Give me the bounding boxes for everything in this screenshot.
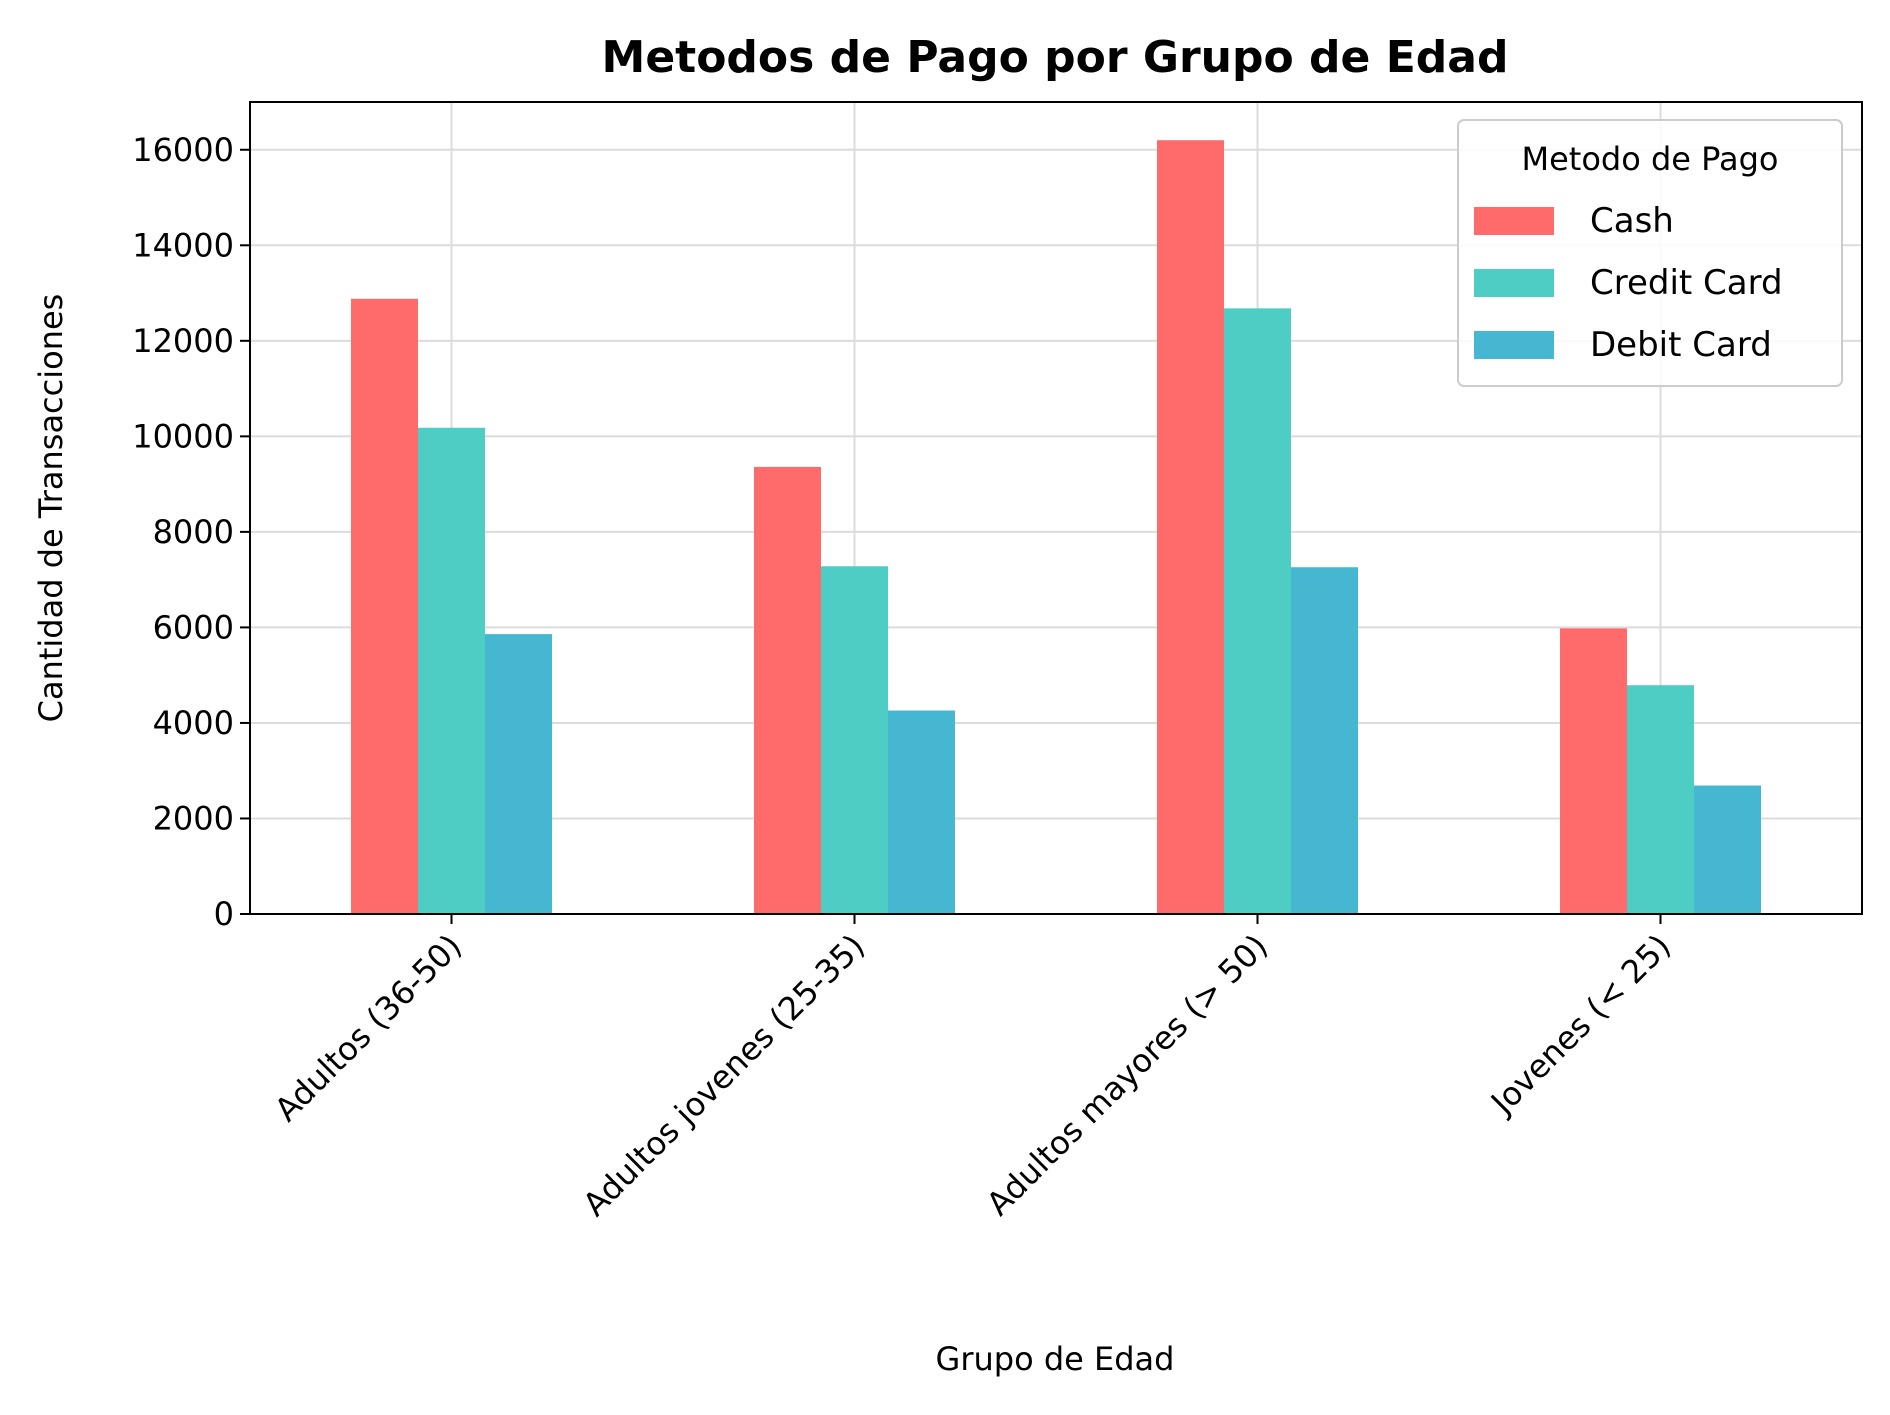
legend-swatch [1474, 331, 1554, 359]
bar [1560, 628, 1627, 914]
bar [821, 566, 888, 914]
plot-frame [249, 101, 1863, 915]
bar [1694, 785, 1761, 914]
y-tick-label: 6000 [153, 608, 234, 646]
bar [754, 466, 821, 914]
y-tick-label: 2000 [153, 799, 234, 837]
legend: Metodo de Pago Cash Credit Card Debit Card [1457, 119, 1843, 387]
legend-label: Credit Card [1590, 263, 1783, 303]
bar [1224, 308, 1291, 915]
bar [1157, 140, 1224, 914]
y-tick-label: 0 [214, 895, 234, 933]
y-axis: 0 2000 4000 6000 8000 10000 12000 14000 16000 [132, 131, 250, 933]
legend-swatch [1474, 207, 1554, 235]
bars [351, 140, 1761, 915]
bar [1291, 567, 1358, 914]
y-tick-label: 12000 [132, 322, 234, 360]
legend-box [1457, 119, 1843, 387]
y-tick-label: 16000 [132, 131, 234, 169]
bar [1627, 685, 1694, 914]
y-axis-label: Cantidad de Transacciones [32, 294, 70, 723]
legend-label: Cash [1590, 201, 1674, 241]
bar [351, 298, 418, 914]
legend-swatch [1474, 269, 1554, 297]
bar [888, 710, 955, 914]
y-tick-label: 8000 [153, 513, 234, 551]
legend-label: Debit Card [1590, 325, 1772, 365]
y-tick-label: 4000 [153, 704, 234, 742]
legend-title: Metodo de Pago [1521, 140, 1778, 178]
bar [418, 427, 485, 914]
bar [485, 634, 552, 914]
x-axis-label: Grupo de Edad [936, 1340, 1175, 1378]
y-tick-label: 14000 [132, 226, 234, 264]
y-tick-label: 10000 [132, 417, 234, 455]
chart-title: Metodos de Pago por Grupo de Edad [602, 32, 1509, 83]
